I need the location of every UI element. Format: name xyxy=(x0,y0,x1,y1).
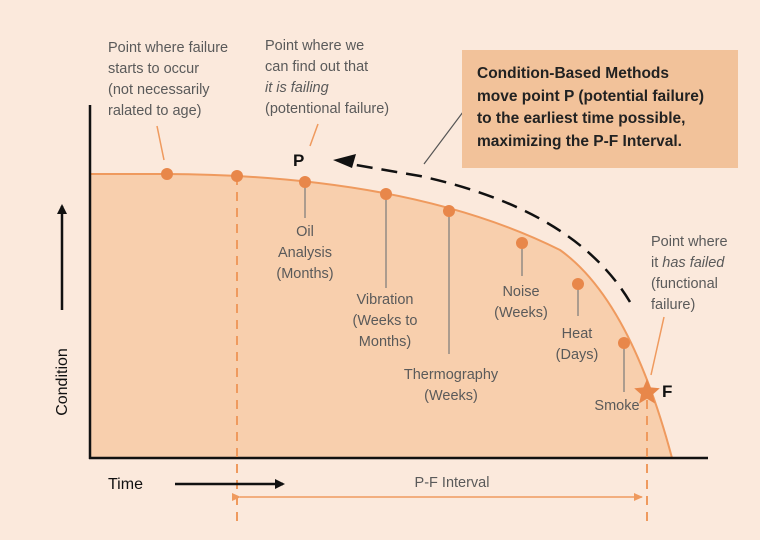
oil-line-1: Oil xyxy=(296,224,314,240)
leader-callout xyxy=(423,111,464,165)
functional-failure-annotation: Point where it has failed (functional fa… xyxy=(651,234,728,313)
heat-line-1: Heat xyxy=(562,326,593,342)
point-failure-start xyxy=(161,168,173,180)
failure-start-line-4: ralated to age) xyxy=(108,103,202,119)
potential-failure-annotation: Point where we can find out that it is f… xyxy=(265,38,389,117)
label-noise: Noise (Weeks) xyxy=(494,284,548,321)
point-p-marker xyxy=(231,170,243,182)
potential-failure-line-4: (potentional failure) xyxy=(265,101,389,117)
vibration-line-3: Months) xyxy=(359,334,411,350)
label-thermography: Thermography (Weeks) xyxy=(404,367,499,404)
functional-failure-line-4: failure) xyxy=(651,297,695,313)
condition-axis-label: Condition xyxy=(54,348,71,416)
label-oil-analysis: Oil Analysis (Months) xyxy=(276,224,333,282)
oil-line-2: Analysis xyxy=(278,245,332,261)
point-vibration xyxy=(380,188,392,200)
leader-potential-failure xyxy=(309,123,319,147)
failure-start-line-2: starts to occur xyxy=(108,61,199,77)
functional-failure-line-1: Point where xyxy=(651,234,728,250)
callout-line-2: move point P (potential failure) xyxy=(477,87,705,105)
functional-failure-star-icon xyxy=(634,379,660,404)
time-axis-label: Time xyxy=(108,476,143,493)
thermography-line-1: Thermography xyxy=(404,367,499,383)
heat-line-2: (Days) xyxy=(556,347,599,363)
p-label: P xyxy=(293,151,304,170)
label-heat: Heat (Days) xyxy=(556,326,599,363)
potential-failure-line-1: Point where we xyxy=(265,38,364,54)
functional-failure-line-2: it has failed xyxy=(651,255,725,271)
smoke-line-1: Smoke xyxy=(594,398,639,414)
vibration-line-2: (Weeks to xyxy=(352,313,417,329)
noise-line-1: Noise xyxy=(502,284,539,300)
f-label: F xyxy=(662,382,672,401)
move-p-arrow xyxy=(349,162,632,303)
label-smoke: Smoke xyxy=(594,398,639,414)
point-smoke xyxy=(618,337,630,349)
callout-line-4: maximizing the P-F Interval. xyxy=(477,132,682,150)
point-heat xyxy=(572,278,584,290)
functional-failure-line-3: (functional xyxy=(651,276,718,292)
leader-failure-start xyxy=(156,125,165,161)
failure-start-annotation: Point where failure starts to occur (not… xyxy=(108,40,228,119)
move-p-arrowhead xyxy=(333,154,356,168)
failure-start-line-1: Point where failure xyxy=(108,40,228,56)
point-thermography xyxy=(443,205,455,217)
vibration-line-1: Vibration xyxy=(357,292,414,308)
point-oil xyxy=(299,176,311,188)
oil-line-3: (Months) xyxy=(276,266,333,282)
pf-interval-label: P-F Interval xyxy=(415,475,490,491)
noise-line-2: (Weeks) xyxy=(494,305,548,321)
potential-failure-line-3: it is failing xyxy=(265,80,329,96)
condition-based-methods-callout: Condition-Based Methods move point P (po… xyxy=(462,50,738,168)
potential-failure-line-2: can find out that xyxy=(265,59,368,75)
condition-curve xyxy=(90,173,673,459)
label-vibration: Vibration (Weeks to Months) xyxy=(352,292,417,350)
thermography-line-2: (Weeks) xyxy=(424,388,478,404)
point-noise xyxy=(516,237,528,249)
failure-start-line-3: (not necessarily xyxy=(108,82,210,98)
callout-line-1: Condition-Based Methods xyxy=(477,65,670,82)
leader-functional-failure xyxy=(650,316,665,376)
callout-line-3: to the earliest time possible, xyxy=(477,110,686,127)
